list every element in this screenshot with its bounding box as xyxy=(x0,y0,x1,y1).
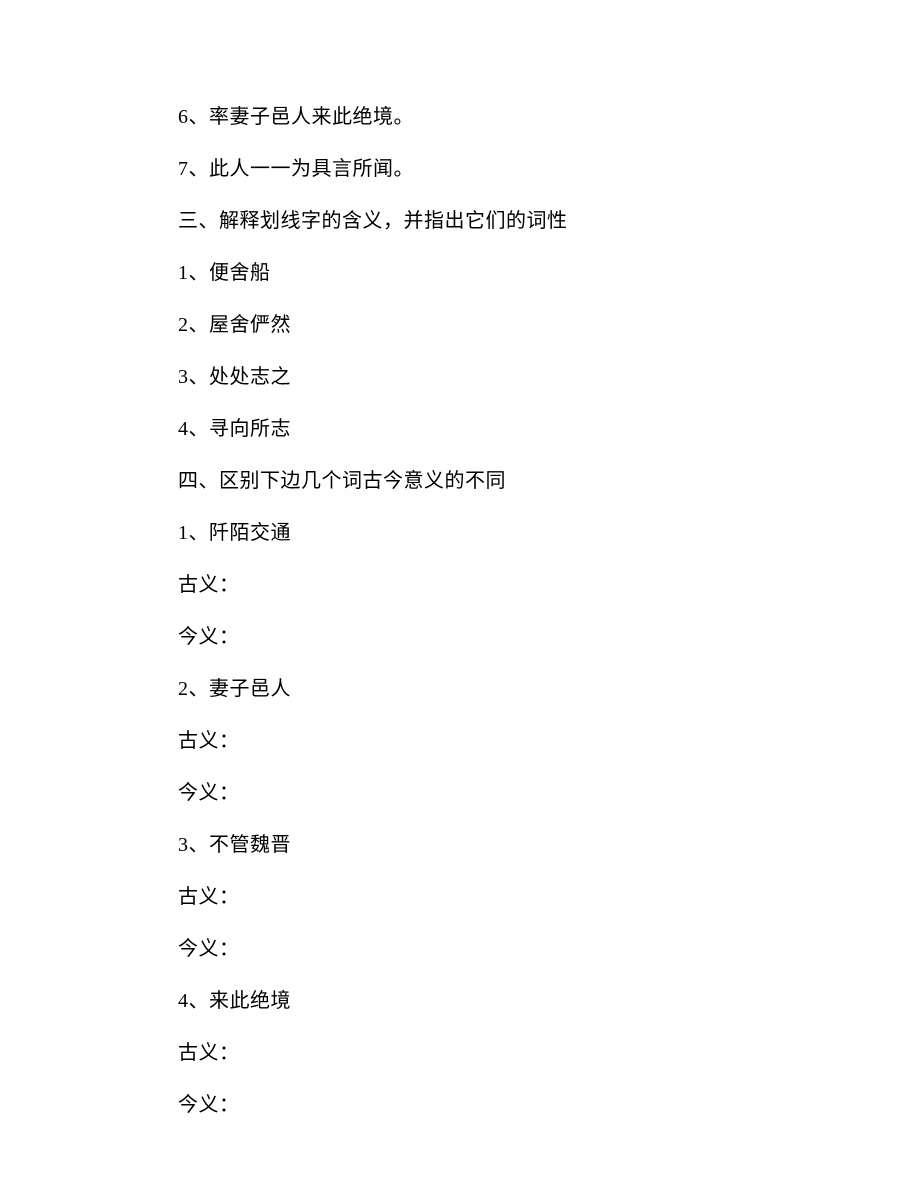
text-line: 3、不管魏晋 xyxy=(178,833,740,857)
text-line: 1、阡陌交通 xyxy=(178,521,740,545)
text-line: 今义： xyxy=(178,781,740,805)
text-line: 2、屋舍俨然 xyxy=(178,313,740,337)
text-line: 1、便舍船 xyxy=(178,261,740,285)
text-line: 2、妻子邑人 xyxy=(178,677,740,701)
text-line: 今义： xyxy=(178,937,740,961)
text-line: 古义： xyxy=(178,1041,740,1065)
text-line: 今义： xyxy=(178,1093,740,1117)
text-line: 3、处处志之 xyxy=(178,365,740,389)
text-line: 今义： xyxy=(178,625,740,649)
section-heading: 三、解释划线字的含义，并指出它们的词性 xyxy=(178,209,740,233)
text-line: 7、此人一一为具言所闻。 xyxy=(178,157,740,181)
text-line: 4、来此绝境 xyxy=(178,989,740,1013)
text-line: 古义： xyxy=(178,729,740,753)
text-line: 古义： xyxy=(178,573,740,597)
text-line: 4、寻向所志 xyxy=(178,417,740,441)
text-line: 古义： xyxy=(178,885,740,909)
section-heading: 四、区别下边几个词古今意义的不同 xyxy=(178,469,740,493)
text-line: 6、率妻子邑人来此绝境。 xyxy=(178,105,740,129)
